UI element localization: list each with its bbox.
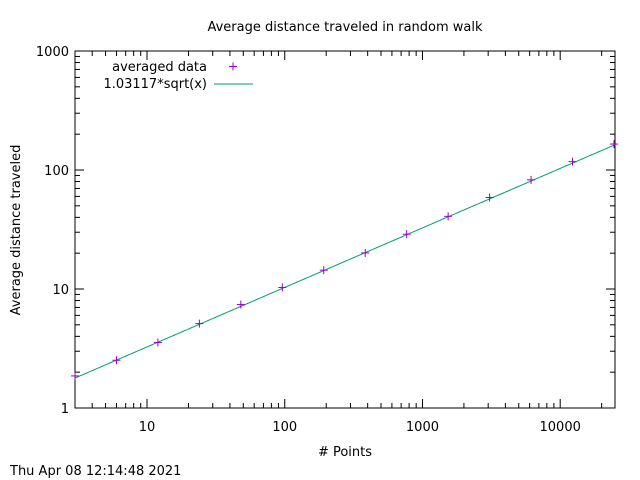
legend: averaged data 1.03117*sqrt(x): [103, 60, 253, 92]
data-point: [527, 175, 536, 184]
y-tick-label: 1: [61, 402, 69, 417]
data-point: [236, 300, 245, 309]
x-tick-label: 1000: [406, 420, 439, 435]
y-tick-label: 10: [52, 283, 69, 298]
data-point: [485, 193, 494, 202]
timestamp: Thu Apr 08 12:14:48 2021: [9, 464, 181, 479]
data-point: [568, 157, 577, 166]
plot-frame: [74, 50, 616, 409]
x-tick-label: 100: [272, 420, 297, 435]
data-point: [444, 212, 453, 221]
fit-line-group: [74, 144, 616, 379]
legend-marker-plus-icon: [229, 62, 237, 71]
data-point: [71, 371, 79, 380]
data-point: [195, 319, 204, 328]
y-tick-label: 1000: [36, 45, 69, 60]
data-point: [361, 248, 370, 257]
x-axis-label: # Points: [318, 445, 372, 460]
data-point: [112, 356, 121, 365]
data-point: [319, 266, 328, 275]
x-tick-label: 10: [139, 420, 156, 435]
data-point: [609, 140, 618, 149]
data-point: [153, 338, 162, 347]
fit-line: [74, 144, 616, 379]
y-tick-label: 100: [44, 164, 69, 179]
legend-label-fit: 1.03117*sqrt(x): [103, 77, 207, 92]
y-axis-label: Average distance traveled: [9, 145, 24, 316]
x-tick-label: 10000: [540, 420, 581, 435]
y-axis-ticks: 1 10 100 1000: [36, 45, 615, 417]
legend-label-averaged-data: averaged data: [112, 60, 207, 75]
data-point: [278, 283, 287, 292]
chart-title: Average distance traveled in random walk: [207, 20, 483, 35]
data-point: [402, 230, 411, 239]
data-points-group: [71, 140, 618, 380]
x-axis-ticks: 10 100 1000 10000: [74, 51, 603, 435]
